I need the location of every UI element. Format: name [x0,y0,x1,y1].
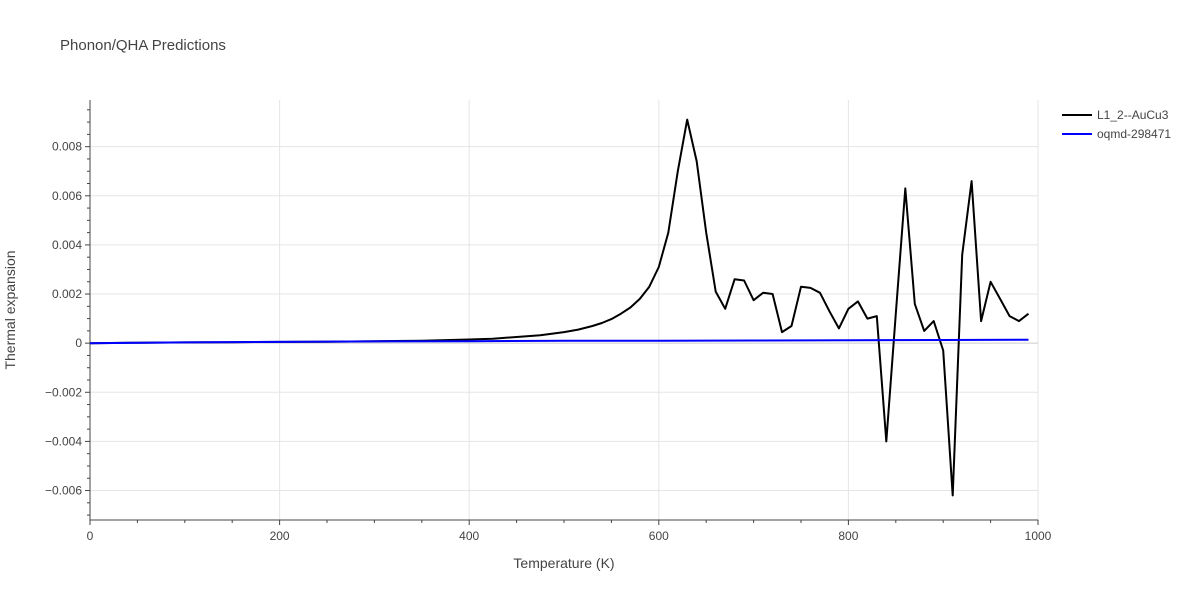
x-axis-title: Temperature (K) [513,555,614,571]
y-tick-label: −0.006 [45,484,82,498]
legend-item-1[interactable]: L1_2--AuCu3 [1062,108,1169,122]
y-tick-label: 0.004 [52,238,82,252]
x-tick-label: 600 [649,529,669,543]
axes: 0 200 400 600 800 1000 −0.006 −0.004 −0.002 0 0.00… [45,100,1052,543]
y-tick-label: −0.002 [45,385,82,399]
legend[interactable]: L1_2--AuCu3 oqmd-298471 [1062,108,1171,141]
legend-label: oqmd-298471 [1097,127,1171,141]
series-line-1 [89,118,1030,497]
y-tick-label: 0.002 [52,287,82,301]
legend-item-2[interactable]: oqmd-298471 [1062,127,1171,141]
y-tick-label: 0 [75,336,82,350]
y-axis-title: Thermal expansion [2,250,18,369]
y-tick-label: 0.006 [52,189,82,203]
x-tick-label: 200 [270,529,290,543]
x-tick-label: 0 [87,529,94,543]
x-tick-label: 1000 [1025,529,1052,543]
legend-label: L1_2--AuCu3 [1097,108,1169,122]
x-tick-label: 800 [838,529,858,543]
y-tick-label: 0.008 [52,140,82,154]
series-layer [89,118,1030,497]
y-tick-label: −0.004 [45,434,82,448]
x-tick-label: 400 [459,529,479,543]
chart-title: Phonon/QHA Predictions [60,37,226,54]
grid [90,100,1039,520]
series-line-2 [89,338,1029,345]
